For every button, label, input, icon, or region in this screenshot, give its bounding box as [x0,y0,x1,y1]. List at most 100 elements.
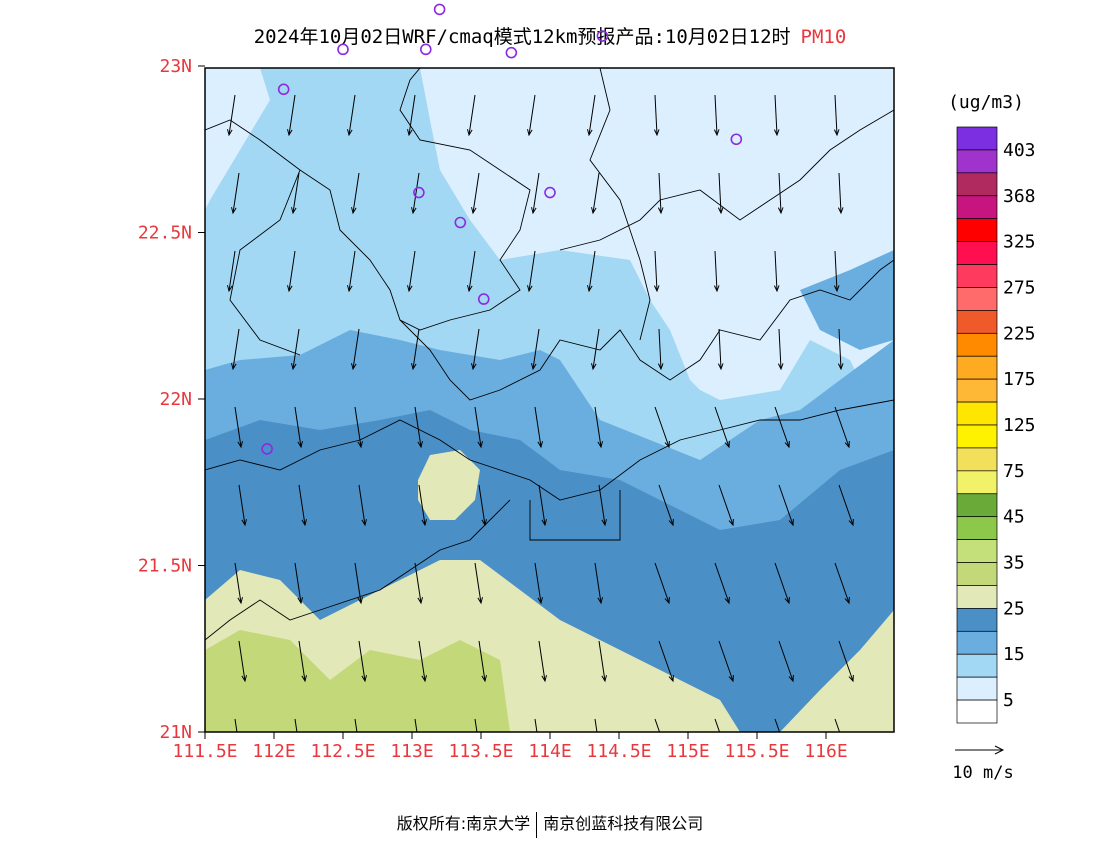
wind-arrow [834,562,850,605]
wind-arrow [531,172,540,215]
wind-arrow [654,718,661,732]
colorbar-label: 325 [1003,232,1036,253]
wind-arrow [534,562,543,605]
wind-arrow [294,562,303,605]
wind-arrow [478,640,487,683]
wind-arrow [227,94,236,137]
company-text: 南京创蓝科技有限公司 [543,814,704,833]
wind-key: 10 m/s [952,745,1014,783]
colorbar-swatch [956,378,998,403]
wind-arrow [774,718,781,732]
colorbar-swatch [956,355,998,380]
station-marker [413,186,425,199]
footer-separator [536,811,538,838]
station-marker [337,43,349,56]
colorbar-label: 368 [1003,186,1036,207]
wind-arrow [414,406,423,449]
wind-arrow [354,718,358,732]
colorbar-swatch [956,172,998,197]
wind-arrow [778,484,794,527]
wind-arrow [418,640,427,683]
wind-arrow [407,250,416,293]
wind-arrow [653,250,660,293]
wind-arrow [834,406,850,449]
colorbar-swatch [956,676,998,701]
station-marker [544,186,556,199]
wind-key-arrowhead [994,745,1005,755]
wind-arrow [474,718,478,732]
colorbar-swatch [956,516,998,540]
coastline [205,499,511,641]
colorbar-swatch [956,470,998,495]
wind-arrow [358,484,367,527]
colorbar-label: 175 [1003,369,1036,390]
field-green [205,630,510,732]
colorbar-swatch [956,126,998,151]
lat-label: 21.5N [138,556,192,577]
title-text: 2024年10月02日WRF/cmaq模式12km预报产品:10月02日12时 [253,26,791,48]
wind-arrow [591,328,600,371]
wind-arrow [837,172,844,215]
wind-arrow [773,250,780,293]
wind-arrow [354,562,363,605]
lat-label: 21N [159,722,192,743]
wind-arrow [587,94,596,137]
wind-arrow [411,328,420,371]
wind-arrow [527,250,536,293]
wind-arrow [234,718,238,732]
colorbar [956,126,998,724]
station-marker [261,443,273,455]
wind-arrow [467,94,476,137]
wind-arrow [411,172,420,215]
colorbar-label: 35 [1003,553,1025,574]
boundary-box [529,490,621,541]
concentration-field [205,68,894,732]
wind-arrow [238,640,247,683]
wind-arrow [714,562,730,605]
wind-arrow [594,562,603,605]
wind-arrow [658,484,674,527]
wind-arrow [354,406,363,449]
colorbar-swatch [956,241,998,265]
wind-arrow [534,718,538,732]
field-5-west [205,68,270,210]
wind-arrow [834,718,841,732]
station-marker [730,133,743,146]
colorbar-swatch [956,310,998,334]
station-marker [419,43,432,56]
wind-arrow [227,250,236,293]
colorbar-swatch [956,447,998,472]
wind-arrow [287,250,296,293]
station-marker [477,293,490,305]
wind-arrow [291,328,300,371]
wind-arrow [718,484,734,527]
city-border [399,259,894,401]
colorbar-label: 5 [1003,690,1014,711]
wind-arrow [657,328,664,371]
colorbar-label: 45 [1003,507,1025,528]
wind-arrow [657,172,664,215]
lat-label: 22N [159,389,192,410]
wind-arrow [474,406,483,449]
monitoring-stations [261,3,743,455]
colorbar-swatch [956,195,998,220]
wind-arrow [407,94,416,137]
wind-arrow [777,172,784,215]
field-25-ne [800,250,894,350]
colorbar-swatch [956,149,998,174]
lon-label: 115.5E [724,741,789,762]
station-marker [596,30,609,42]
colorbar-swatch [956,401,998,426]
wind-arrow [474,562,483,605]
map-title: 2024年10月02日WRF/cmaq模式12km预报产品:10月02日12时 P… [0,22,1100,49]
station-marker [277,83,290,96]
county-border [589,68,651,341]
wind-arrow [347,94,356,137]
wind-arrow [773,94,780,137]
wind-arrow [714,718,721,732]
legend-unit: (ug/m3) [948,92,1024,113]
colorbar-swatch [956,264,998,288]
footer: 版权所有:南京大学 南京创蓝科技有限公司 [0,810,1100,838]
